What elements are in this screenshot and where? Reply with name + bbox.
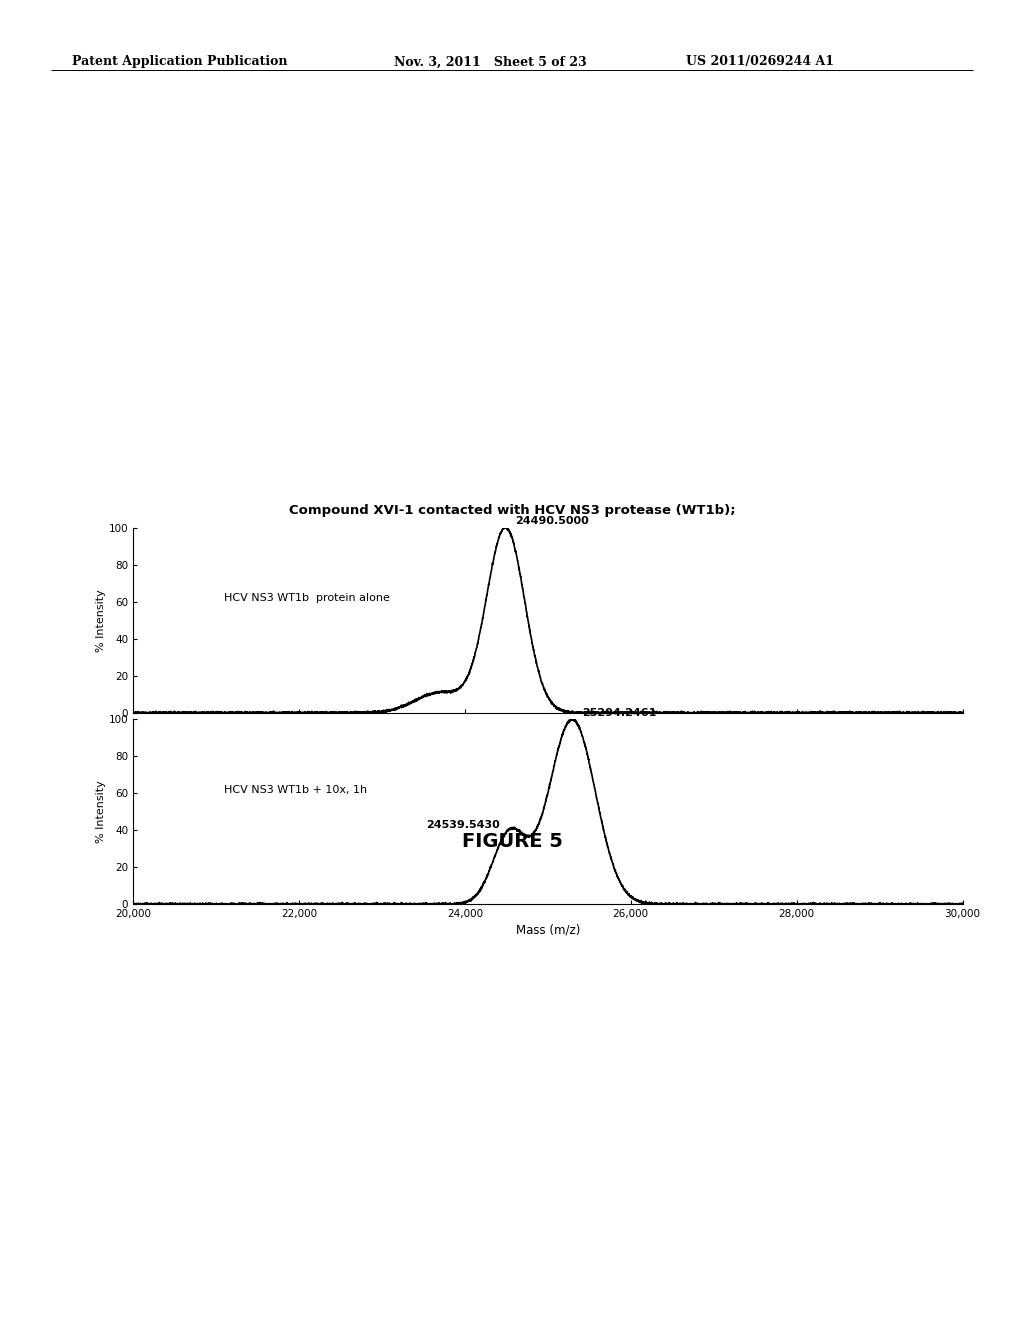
Text: Nov. 3, 2011   Sheet 5 of 23: Nov. 3, 2011 Sheet 5 of 23: [394, 55, 587, 69]
Y-axis label: % Intensity: % Intensity: [96, 780, 105, 843]
Y-axis label: % Intensity: % Intensity: [96, 589, 105, 652]
Text: Compound XVI-1 contacted with HCV NS3 protease (WT1b);: Compound XVI-1 contacted with HCV NS3 pr…: [289, 504, 735, 517]
Text: US 2011/0269244 A1: US 2011/0269244 A1: [686, 55, 835, 69]
Text: 24490.5000: 24490.5000: [515, 516, 589, 527]
Text: FIGURE 5: FIGURE 5: [462, 832, 562, 850]
X-axis label: Mass (m/z): Mass (m/z): [516, 923, 580, 936]
Text: Patent Application Publication: Patent Application Publication: [72, 55, 287, 69]
Text: 24539.5430: 24539.5430: [426, 820, 500, 830]
Text: HCV NS3 WT1b  protein alone: HCV NS3 WT1b protein alone: [224, 593, 390, 603]
Text: 25294.2461: 25294.2461: [583, 708, 656, 718]
Text: HCV NS3 WT1b + 10x, 1h: HCV NS3 WT1b + 10x, 1h: [224, 784, 368, 795]
